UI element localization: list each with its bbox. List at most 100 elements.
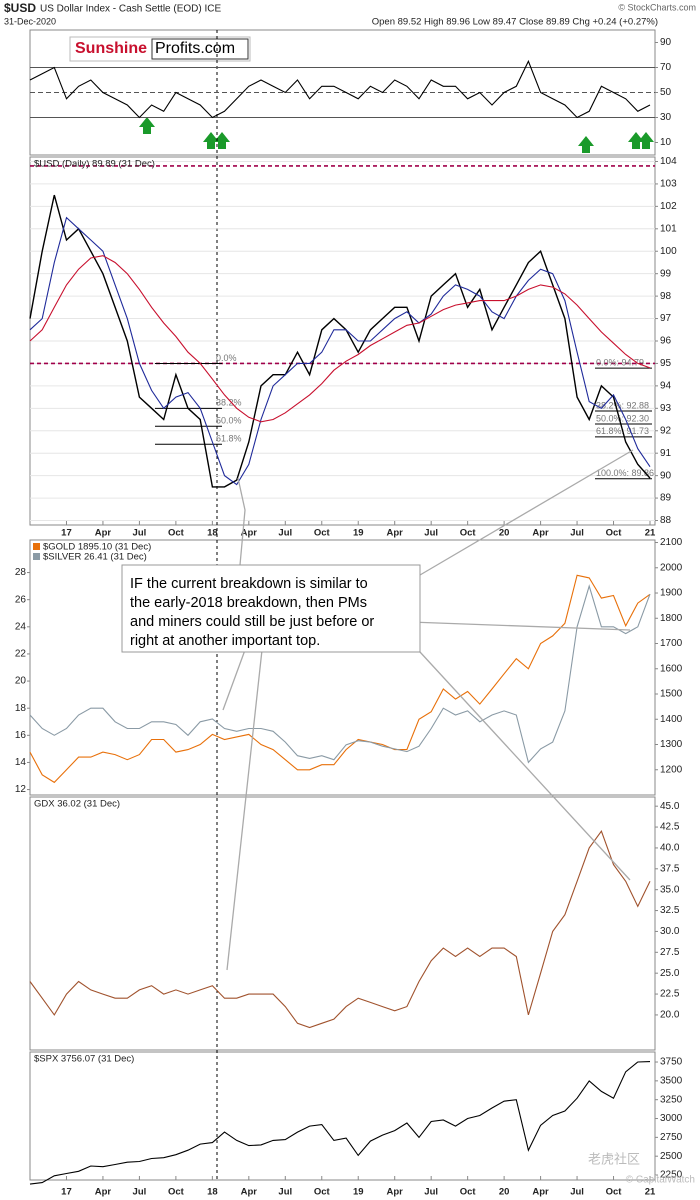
y-tick-label: 50 — [660, 87, 672, 98]
x-tick-label: Jul — [424, 1187, 438, 1198]
y-tick-label: 93 — [660, 403, 672, 414]
x-tick-label: Jul — [278, 528, 292, 539]
x-tick-label: Oct — [460, 1187, 477, 1198]
y-tick-label: 98 — [660, 291, 672, 302]
y-tick-label: 2750 — [660, 1132, 683, 1143]
y-tick-label: 27.5 — [660, 947, 680, 958]
y-tick-label: 40.0 — [660, 843, 680, 854]
x-tick-label: Jul — [133, 1187, 147, 1198]
y-tick-label: 2500 — [660, 1151, 683, 1162]
x-tick-label: Apr — [241, 1187, 258, 1198]
annotation-line: IF the current breakdown is similar to — [130, 576, 368, 592]
y-tick-label: 25.0 — [660, 968, 680, 979]
series-line — [29, 1061, 651, 1185]
panel-frame — [29, 539, 656, 796]
panel-title: $USD (Daily) 89.89 (31 Dec) — [34, 159, 155, 170]
x-tick-label: Oct — [168, 528, 185, 539]
x-tick-label: 17 — [61, 528, 72, 539]
y-tick-label: 101 — [660, 223, 677, 234]
series-line — [29, 59, 651, 119]
panel-title: $SPX 3756.07 (31 Dec) — [34, 1054, 134, 1065]
y-tick-label: 3250 — [660, 1094, 683, 1105]
logo-left: Sunshine — [75, 40, 147, 57]
x-tick-label: 18 — [207, 1187, 218, 1198]
fib-label: 61.8% — [216, 434, 242, 444]
annotation-box — [121, 564, 421, 653]
y-tick-label: 14 — [15, 757, 27, 768]
x-tick-label: Oct — [606, 1187, 623, 1198]
x-tick-label: Apr — [387, 528, 404, 539]
y-tick-label: 89 — [660, 493, 672, 504]
y2-tick-label: 1500 — [660, 689, 683, 700]
y-tick-label: 26 — [15, 594, 27, 605]
fib-label: 50.0% — [216, 416, 242, 426]
y-tick-label: 10 — [660, 137, 672, 148]
buy-arrow — [139, 117, 155, 134]
buy-arrow — [628, 132, 644, 149]
y-tick-label: 22 — [15, 649, 27, 660]
annotation-line: and miners could still be just before or — [130, 614, 374, 630]
logo-right-box — [151, 38, 249, 60]
y-tick-label: 22.5 — [660, 989, 680, 1000]
y-tick-label: 95 — [660, 358, 672, 369]
quote: Open 89.52 High 89.96 Low 89.47 Close 89… — [372, 17, 658, 28]
series-line — [29, 216, 651, 486]
legend-swatch — [33, 543, 40, 550]
callout — [237, 477, 246, 566]
y-tick-label: 91 — [660, 448, 672, 459]
panel-title: GDX 36.02 (31 Dec) — [34, 799, 120, 810]
y-tick-label: 20.0 — [660, 1010, 680, 1021]
y-tick-label: 45.0 — [660, 801, 680, 812]
y-tick-label: 88 — [660, 515, 672, 526]
x-tick-label: Apr — [532, 528, 549, 539]
y-tick-label: 12 — [15, 784, 27, 795]
y-tick-label: 100 — [660, 246, 677, 257]
x-tick-label: 17 — [61, 1187, 72, 1198]
panel-frame — [29, 1051, 656, 1181]
x-tick-label: Jul — [570, 1187, 584, 1198]
x-tick-label: 20 — [499, 528, 510, 539]
annotation-line: the early-2018 breakdown, then PMs — [130, 595, 367, 611]
y2-tick-label: 2000 — [660, 562, 683, 573]
y-tick-label: 24 — [15, 621, 27, 632]
y-tick-label: 3000 — [660, 1113, 683, 1124]
x-tick-label: 19 — [353, 1187, 364, 1198]
x-tick-label: 20 — [499, 1187, 510, 1198]
source: © StockCharts.com — [618, 2, 696, 12]
callout — [409, 621, 631, 631]
series-line — [29, 574, 651, 784]
y-tick-label: 3500 — [660, 1075, 683, 1086]
y-tick-label: 99 — [660, 268, 672, 279]
x-tick-label: Apr — [95, 528, 112, 539]
fib-label: 0.0%: 94.79 — [596, 358, 644, 368]
annotation-line: right at another important top. — [130, 633, 320, 649]
x-tick-label: Oct — [314, 528, 331, 539]
fib-label: 100.0%: 89.86 — [596, 468, 654, 478]
legend-label: $SILVER 26.41 (31 Dec) — [43, 552, 147, 563]
instrument-name: US Dollar Index - Cash Settle (EOD) ICE — [40, 4, 221, 15]
y2-tick-label: 1600 — [660, 663, 683, 674]
fib-label: 38.2%: 92.88 — [596, 400, 649, 410]
callout-lines — [222, 449, 634, 971]
x-tick-label: 21 — [645, 528, 656, 539]
y2-tick-label: 1900 — [660, 588, 683, 599]
legend-swatch — [33, 553, 40, 560]
plots: 10 30 50 70 90 88 89 90 91 92 93 94 95 96 97 98 99 100 101… — [15, 37, 683, 1198]
y2-tick-label: 1800 — [660, 613, 683, 624]
y-tick-label: 3750 — [660, 1057, 683, 1068]
y-tick-label: 32.5 — [660, 905, 680, 916]
y-tick-label: 20 — [15, 676, 27, 687]
y-tick-label: 90 — [660, 37, 672, 48]
y-tick-label: 30.0 — [660, 926, 680, 937]
x-tick-label: Jul — [424, 528, 438, 539]
legend-label: $GOLD 1895.10 (31 Dec) — [43, 542, 151, 553]
x-tick-label: Oct — [606, 528, 623, 539]
series-line — [29, 584, 651, 764]
x-tick-label: Apr — [241, 528, 258, 539]
x-tick-label: 19 — [353, 528, 364, 539]
y-tick-label: 94 — [660, 381, 672, 392]
symbol: $USD — [4, 1, 36, 15]
x-tick-label: Apr — [95, 1187, 112, 1198]
y-tick-label: 35.0 — [660, 884, 680, 895]
